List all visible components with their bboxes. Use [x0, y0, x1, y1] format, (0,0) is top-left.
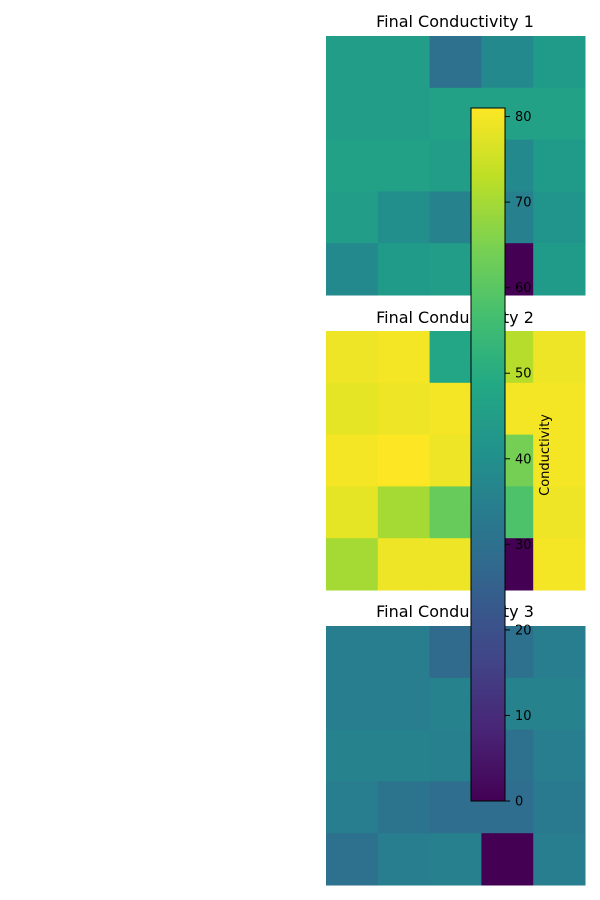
heatmap-cell [377, 677, 431, 731]
colorbar: 0 10 20 30 40 50 60 70 80 Conductivity [470, 107, 553, 810]
panel-title-3: Final Conductivity 3 [376, 602, 534, 621]
heatmap-cell [377, 626, 431, 679]
heatmap-cell [533, 833, 586, 886]
heatmap-cell [377, 87, 431, 141]
heatmap-cell [377, 538, 431, 591]
heatmap-cell [326, 382, 379, 436]
colorbar-tick-label: 50 [515, 367, 532, 382]
heatmap-cell [533, 331, 586, 384]
heatmap-cell [533, 191, 586, 244]
heatmap-cell [326, 538, 379, 591]
heatmap-cell [533, 486, 586, 539]
heatmap-cell [533, 87, 586, 141]
heatmap-cell [377, 139, 431, 192]
colorbar-tick-label: 0 [515, 795, 523, 810]
heatmap-cell [377, 243, 431, 296]
heatmap-cell [533, 243, 586, 296]
heatmap-cell [326, 243, 379, 296]
heatmap-cell [326, 36, 379, 89]
colorbar-tick-label: 40 [515, 452, 532, 467]
colorbar-tick-label: 20 [515, 623, 532, 638]
heatmap-cell [533, 729, 586, 782]
heatmap-cell [326, 486, 379, 539]
heatmap-cell [326, 729, 379, 782]
heatmap-cell [326, 139, 379, 192]
heatmap-panel-1 [326, 36, 586, 296]
heatmap-cell [377, 486, 431, 539]
colorbar-gradient [470, 107, 506, 802]
colorbar-tick-label: 60 [515, 281, 532, 296]
heatmap-cell [377, 331, 431, 384]
heatmap-cell [533, 538, 586, 591]
colorbar-tick-label: 80 [515, 110, 532, 125]
heatmap-cell [326, 626, 379, 679]
heatmap-cell [377, 191, 431, 244]
heatmap-cell [533, 626, 586, 679]
heatmap-cell [326, 434, 379, 487]
heatmap-cell [481, 36, 534, 89]
heatmap-cell [326, 781, 379, 834]
heatmap-cell [533, 781, 586, 834]
colorbar-tick-label: 70 [515, 196, 532, 211]
heatmap-cell [533, 36, 586, 89]
heatmap-cell [377, 833, 431, 886]
heatmap-cell [326, 833, 379, 886]
heatmap-cell [533, 139, 586, 192]
colorbar-label: Conductivity [538, 414, 553, 496]
colorbar-tick-label: 10 [515, 709, 532, 724]
heatmap-cell [377, 781, 431, 834]
heatmap-panel-3 [326, 626, 586, 886]
heatmap-cell [429, 36, 482, 89]
heatmap-cell [377, 434, 431, 487]
heatmap-cell [326, 677, 379, 731]
heatmap-cell [533, 434, 586, 487]
heatmap-cell [326, 87, 379, 141]
heatmap-cell [533, 382, 586, 436]
heatmap-cell [533, 677, 586, 731]
heatmap-cell [377, 36, 431, 89]
colorbar-tick-label: 30 [515, 538, 532, 553]
heatmap-cell [326, 191, 379, 244]
heatmap-cell [481, 833, 534, 886]
heatmap-cell [377, 729, 431, 782]
panel-title-1: Final Conductivity 1 [376, 12, 534, 31]
heatmap-cell [377, 382, 431, 436]
heatmap-panel-2 [326, 331, 586, 591]
heatmap-cell [326, 331, 379, 384]
heatmap-cell [429, 833, 482, 886]
panel-title-2: Final Conductivity 2 [376, 308, 534, 327]
